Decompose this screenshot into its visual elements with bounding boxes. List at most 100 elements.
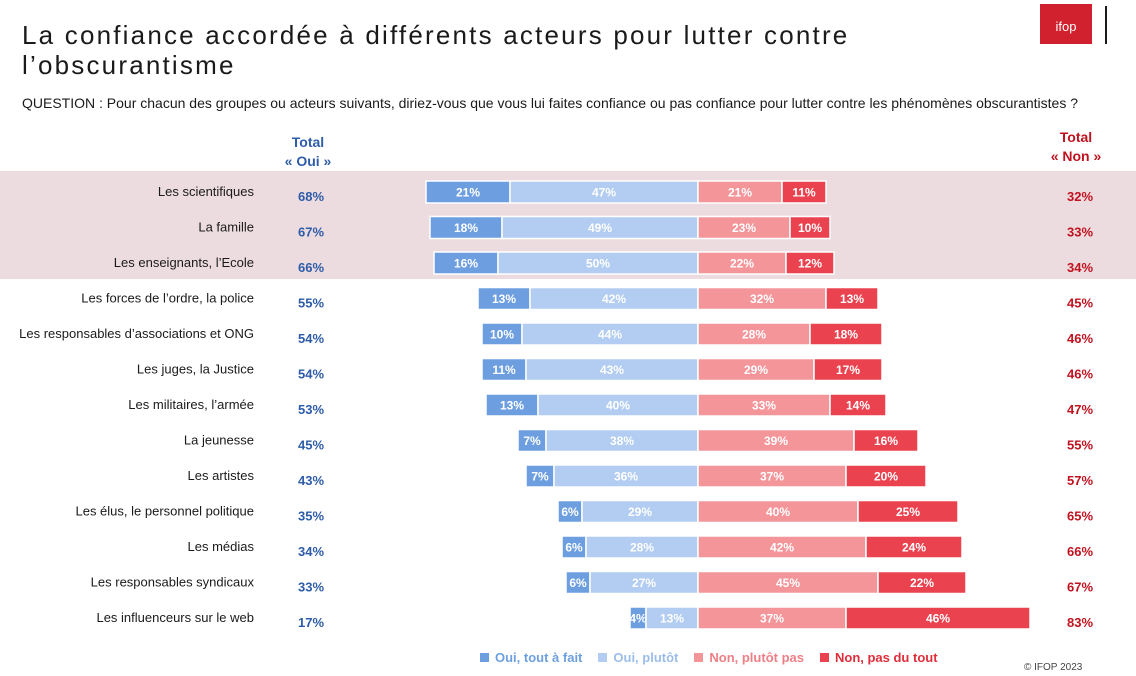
category-label: Les médias bbox=[188, 539, 255, 554]
bar-segment-non-pas-du-tout bbox=[845, 464, 927, 488]
bar-segment-non-pas-du-tout bbox=[781, 180, 827, 204]
data-label-oui-tout-a-fait: 7% bbox=[523, 434, 541, 448]
data-label-oui-plutot: 29% bbox=[628, 505, 652, 519]
bar-segment-non-pas-du-tout bbox=[813, 357, 883, 382]
data-label-non-pas-du-tout: 11% bbox=[792, 186, 816, 200]
legend-swatch-non-plutot-pas bbox=[694, 652, 704, 662]
survey-question: QUESTION : Pour chacun des groupes ou ac… bbox=[22, 95, 1079, 111]
data-label-non-pas-du-tout: 46% bbox=[926, 612, 950, 626]
data-label-non-plutot-pas: 40% bbox=[766, 505, 790, 519]
total-oui-value: 34% bbox=[298, 544, 324, 559]
data-label-oui-tout-a-fait: 21% bbox=[456, 186, 480, 200]
data-label-non-plutot-pas: 32% bbox=[750, 292, 774, 306]
total-non-value: 57% bbox=[1067, 473, 1093, 488]
total-non-value: 34% bbox=[1067, 260, 1093, 275]
legend-swatch-oui-plutot bbox=[598, 652, 608, 662]
data-label-non-plutot-pas: 23% bbox=[732, 221, 756, 235]
data-label-oui-plutot: 49% bbox=[588, 221, 612, 235]
total-oui-value: 17% bbox=[298, 615, 324, 630]
bar-segment-non-pas-du-tout bbox=[865, 535, 963, 559]
data-label-oui-tout-a-fait: 6% bbox=[569, 576, 587, 590]
total-non-header: Total « Non » bbox=[1040, 128, 1112, 166]
data-label-non-pas-du-tout: 14% bbox=[846, 399, 870, 413]
total-non-value: 83% bbox=[1067, 615, 1093, 630]
data-label-non-pas-du-tout: 18% bbox=[834, 328, 858, 342]
total-non-value: 47% bbox=[1067, 402, 1093, 417]
bar-segment-non-pas-du-tout bbox=[853, 428, 919, 453]
legend-label-non-pas-du-tout: Non, pas du tout bbox=[834, 649, 938, 665]
data-label-non-pas-du-tout: 13% bbox=[840, 292, 864, 306]
total-non-header-line2: « Non » bbox=[1050, 148, 1102, 164]
total-oui-value: 53% bbox=[298, 402, 324, 417]
legend-label-non-plutot-pas: Non, plutôt pas bbox=[709, 649, 804, 665]
category-label: La jeunesse bbox=[184, 433, 254, 448]
bar-segment-non-pas-du-tout bbox=[845, 606, 1031, 630]
total-non-header-line1: Total bbox=[1059, 129, 1093, 145]
data-label-non-pas-du-tout: 25% bbox=[896, 505, 920, 519]
total-non-value: 33% bbox=[1067, 225, 1093, 240]
category-label: Les militaires, l’armée bbox=[128, 397, 254, 412]
total-non-value: 32% bbox=[1067, 189, 1093, 204]
legend-swatch-oui-tout-a-fait bbox=[480, 652, 489, 662]
category-label: Les influenceurs sur le web bbox=[96, 610, 254, 625]
data-label-non-pas-du-tout: 24% bbox=[902, 541, 926, 555]
data-label-oui-plutot: 43% bbox=[600, 363, 624, 377]
total-oui-header-line2: « Oui » bbox=[284, 153, 332, 169]
data-label-oui-tout-a-fait: 13% bbox=[492, 292, 516, 306]
legend-item-non-pas-du-tout: Non, pas du tout bbox=[819, 649, 938, 665]
data-label-oui-plutot: 13% bbox=[660, 612, 684, 626]
data-label-non-plutot-pas: 45% bbox=[776, 576, 800, 590]
data-label-non-plutot-pas: 42% bbox=[770, 541, 794, 555]
data-label-oui-tout-a-fait: 16% bbox=[454, 257, 478, 271]
total-oui-value: 54% bbox=[298, 367, 324, 382]
total-oui-value: 35% bbox=[298, 509, 324, 524]
category-label: Les enseignants, l’Ecole bbox=[114, 255, 254, 270]
data-label-non-pas-du-tout: 12% bbox=[798, 257, 822, 271]
data-label-oui-plutot: 50% bbox=[586, 257, 610, 271]
chart-legend: Oui, tout à fait Oui, plutôt Non, plutôt… bbox=[480, 648, 970, 666]
total-non-value: 55% bbox=[1067, 438, 1093, 453]
bar-segment-non-pas-du-tout bbox=[857, 499, 959, 524]
data-label-non-pas-du-tout: 16% bbox=[874, 434, 898, 448]
data-label-non-plutot-pas: 39% bbox=[764, 434, 788, 448]
data-label-oui-plutot: 28% bbox=[630, 541, 654, 555]
bar-segment-non-pas-du-tout bbox=[785, 251, 835, 275]
total-oui-header-line1: Total bbox=[291, 134, 325, 150]
bar-segment-non-pas-du-tout bbox=[825, 286, 879, 311]
data-label-oui-plutot: 44% bbox=[598, 328, 622, 342]
logo-divider bbox=[1105, 6, 1107, 44]
data-label-oui-tout-a-fait: 13% bbox=[500, 399, 524, 413]
data-label-non-plutot-pas: 37% bbox=[760, 470, 784, 484]
data-label-non-plutot-pas: 28% bbox=[742, 328, 766, 342]
legend-swatch-non-pas-du-tout bbox=[819, 652, 829, 662]
total-oui-value: 67% bbox=[298, 225, 324, 240]
bar-segment-non-pas-du-tout bbox=[789, 215, 831, 240]
data-label-oui-tout-a-fait: 6% bbox=[561, 505, 579, 519]
total-oui-header: Total « Oui » bbox=[268, 133, 348, 171]
data-label-oui-tout-a-fait: 7% bbox=[531, 470, 549, 484]
data-label-non-pas-du-tout: 10% bbox=[798, 221, 822, 235]
category-label: Les artistes bbox=[188, 468, 255, 483]
data-label-oui-plutot: 42% bbox=[602, 292, 626, 306]
bar-segment-non-pas-du-tout bbox=[877, 570, 967, 595]
data-label-oui-tout-a-fait: 10% bbox=[490, 328, 514, 342]
data-label-oui-tout-a-fait: 6% bbox=[565, 541, 583, 555]
legend-label-oui-plutot: Oui, plutôt bbox=[613, 649, 679, 665]
data-label-non-plutot-pas: 33% bbox=[752, 399, 776, 413]
category-label: Les forces de l’ordre, la police bbox=[81, 291, 254, 306]
ifop-logo: ifop bbox=[1040, 4, 1092, 44]
legend-item-oui-plutot: Oui, plutôt bbox=[598, 650, 678, 665]
data-label-oui-tout-a-fait: 11% bbox=[492, 363, 516, 377]
total-oui-value: 55% bbox=[298, 296, 324, 311]
bar-segment-non-pas-du-tout bbox=[829, 393, 887, 417]
total-non-value: 66% bbox=[1067, 544, 1093, 559]
data-label-non-plutot-pas: 22% bbox=[730, 257, 754, 271]
category-label: Les responsables syndicaux bbox=[91, 575, 255, 590]
legend-item-oui-tout-a-fait: Oui, tout à fait bbox=[480, 650, 582, 665]
legend-item-non-plutot-pas: Non, plutôt pas bbox=[694, 650, 804, 665]
data-label-non-pas-du-tout: 22% bbox=[910, 576, 934, 590]
data-label-oui-plutot: 36% bbox=[614, 470, 638, 484]
copyright-notice: © IFOP 2023 bbox=[1024, 662, 1083, 673]
category-label: Les scientifiques bbox=[158, 184, 255, 199]
